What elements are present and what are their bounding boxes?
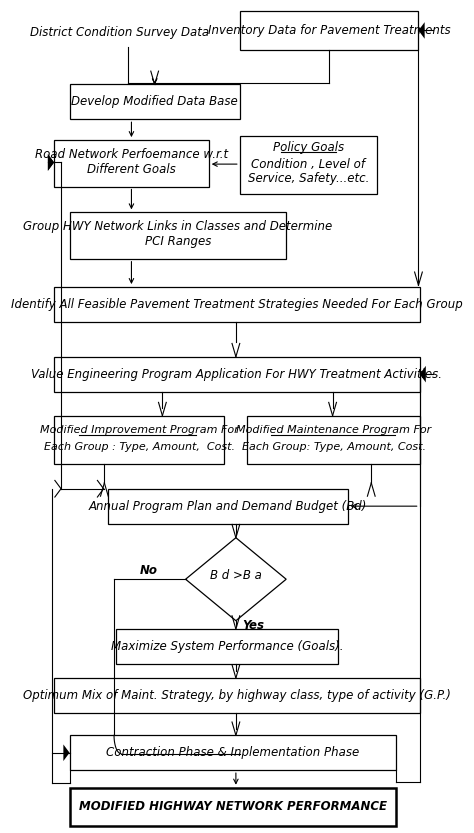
FancyBboxPatch shape <box>54 140 209 187</box>
Text: Service, Safety...etc.: Service, Safety...etc. <box>248 172 369 185</box>
Polygon shape <box>64 745 70 761</box>
FancyBboxPatch shape <box>247 416 419 464</box>
Text: Each Group: Type, Amount, Cost.: Each Group: Type, Amount, Cost. <box>242 442 426 452</box>
Text: B d >B a: B d >B a <box>210 569 262 581</box>
FancyBboxPatch shape <box>70 212 286 259</box>
Text: Value Engineering Program Application For HWY Treatment Activities.: Value Engineering Program Application Fo… <box>31 367 442 381</box>
Text: Group HWY Network Links in Classes and Determine
PCI Ranges: Group HWY Network Links in Classes and D… <box>23 220 332 248</box>
Text: Modified Improvement Program For: Modified Improvement Program For <box>40 425 238 435</box>
FancyBboxPatch shape <box>70 788 396 826</box>
Text: Identify All Feasible Pavement Treatment Strategies Needed For Each Group: Identify All Feasible Pavement Treatment… <box>11 298 463 311</box>
Polygon shape <box>48 154 54 171</box>
FancyBboxPatch shape <box>240 136 377 194</box>
Text: Optimum Mix of Maint. Strategy, by highway class, type of activity (G.P.): Optimum Mix of Maint. Strategy, by highw… <box>23 689 451 702</box>
Polygon shape <box>419 366 426 382</box>
Text: Yes: Yes <box>242 619 264 632</box>
Polygon shape <box>186 538 286 621</box>
Text: Condition , Level of: Condition , Level of <box>251 157 365 171</box>
Text: Road Network Perfoemance w.r.t
Different Goals: Road Network Perfoemance w.r.t Different… <box>35 148 228 177</box>
Text: Annual Program Plan and Demand Budget (Bd): Annual Program Plan and Demand Budget (B… <box>89 501 367 513</box>
FancyBboxPatch shape <box>54 357 419 392</box>
Text: District Condition Survey Data: District Condition Survey Data <box>30 27 210 39</box>
FancyBboxPatch shape <box>54 287 419 322</box>
Text: No: No <box>140 565 158 577</box>
Text: Policy Goals: Policy Goals <box>273 141 344 154</box>
Text: Contraction Phase & Inplementation Phase: Contraction Phase & Inplementation Phase <box>106 746 360 759</box>
FancyBboxPatch shape <box>116 629 338 664</box>
FancyBboxPatch shape <box>54 416 224 464</box>
Text: Inventory Data for Pavement Treatments: Inventory Data for Pavement Treatments <box>208 24 450 37</box>
FancyBboxPatch shape <box>70 84 240 119</box>
Text: Modified Maintenance Program For: Modified Maintenance Program For <box>236 425 431 435</box>
Polygon shape <box>419 22 425 39</box>
Text: Each Group : Type, Amount,  Cost.: Each Group : Type, Amount, Cost. <box>44 442 235 452</box>
Text: Develop Modified Data Base: Develop Modified Data Base <box>71 95 238 108</box>
Text: Maximize System Performance (Goals).: Maximize System Performance (Goals). <box>111 640 344 653</box>
FancyBboxPatch shape <box>54 678 419 713</box>
Polygon shape <box>48 154 54 171</box>
FancyBboxPatch shape <box>240 12 419 49</box>
FancyBboxPatch shape <box>108 489 348 525</box>
FancyBboxPatch shape <box>70 736 396 771</box>
Text: MODIFIED HIGHWAY NETWORK PERFORMANCE: MODIFIED HIGHWAY NETWORK PERFORMANCE <box>79 801 387 813</box>
